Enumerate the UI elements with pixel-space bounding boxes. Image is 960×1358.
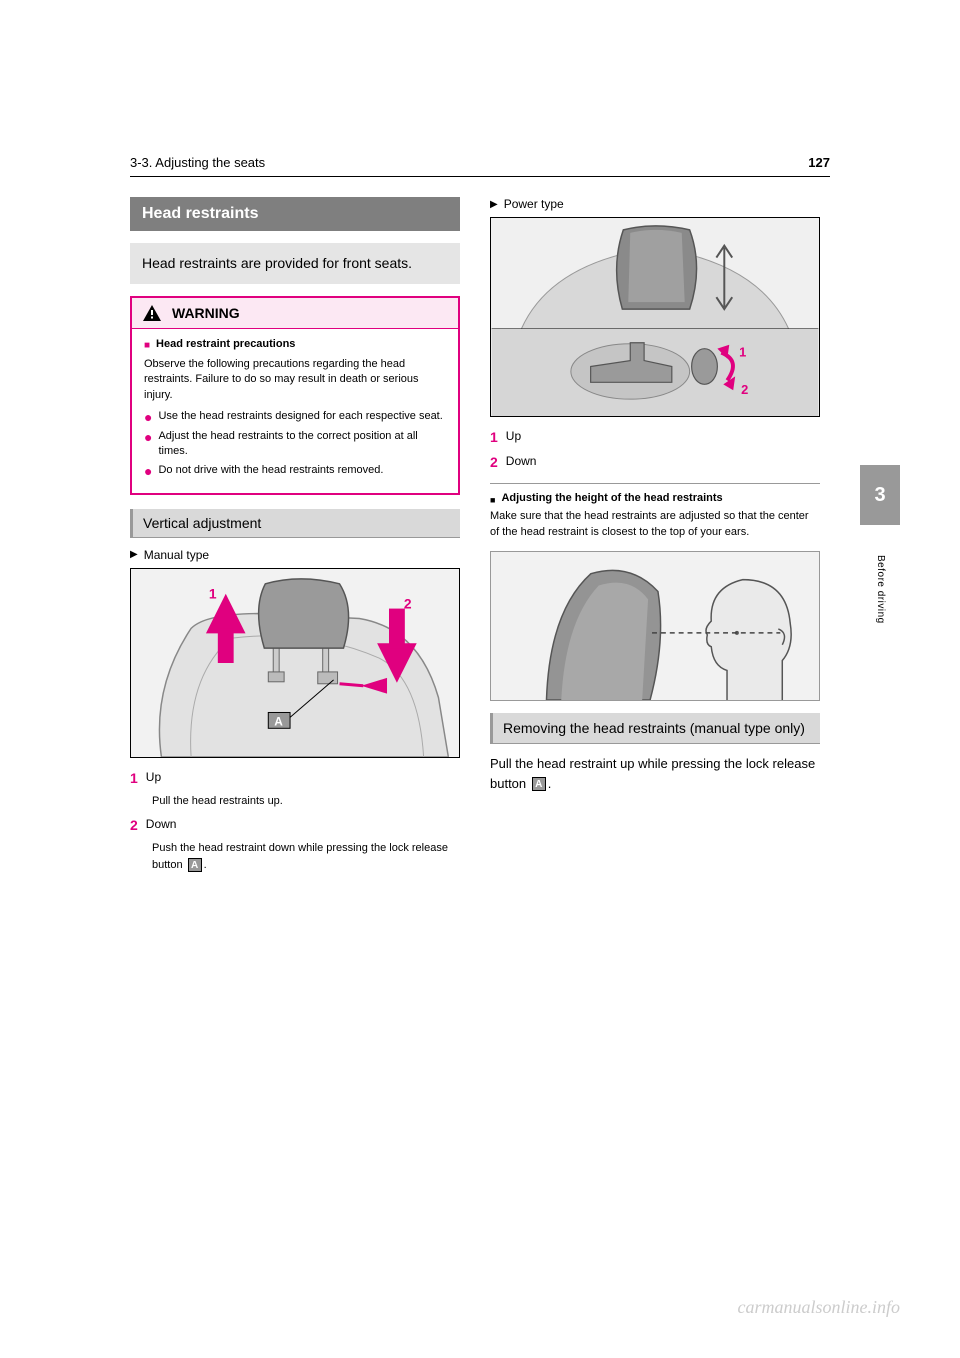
warning-box: WARNING ■ Head restraint precautions Obs… xyxy=(130,296,460,495)
fig-marker-2: 2 xyxy=(404,595,412,611)
square-bullet-icon: ■ xyxy=(490,495,495,505)
triangle-icon: ▶ xyxy=(130,549,138,560)
right-column: ▶ Power type xyxy=(490,197,820,883)
head-height-figure xyxy=(490,551,820,701)
removing-text: Pull the head restraint up while pressin… xyxy=(490,754,820,793)
page-header: 3-3. Adjusting the seats 127 xyxy=(130,155,830,177)
warning-bullet: ● Adjust the head restraints to the corr… xyxy=(144,429,446,460)
warning-bullet: ● Do not drive with the head restraints … xyxy=(144,463,446,478)
warning-bullet-text: Adjust the head restraints to the correc… xyxy=(158,429,446,460)
intro-text: Head restraints are provided for front s… xyxy=(130,243,460,284)
removing-post: . xyxy=(548,776,552,791)
step-marker-1: 1 xyxy=(130,768,138,789)
list-item: 1 Up xyxy=(490,427,820,448)
chapter-tab: 3 xyxy=(860,465,900,525)
removing-header: Removing the head restraints (manual typ… xyxy=(490,713,820,744)
section-title: Head restraints xyxy=(130,197,460,231)
power-headrest-figure: 1 2 xyxy=(490,217,820,417)
warning-lead: Observe the following precautions regard… xyxy=(144,357,446,403)
key-a-inline: A xyxy=(532,777,546,791)
variant-text: Manual type xyxy=(144,548,209,562)
fig-key-a: A xyxy=(274,714,283,728)
warning-heading: Head restraint precautions xyxy=(156,337,295,353)
footer-watermark: carmanualsonline.info xyxy=(738,1297,901,1318)
manual-headrest-figure: 1 2 A xyxy=(130,568,460,758)
adjusting-height-text: Make sure that the head restraints are a… xyxy=(490,509,820,541)
key-a-inline: A xyxy=(188,858,202,872)
chapter-number: 3 xyxy=(874,484,885,507)
manual-type-label: ▶ Manual type xyxy=(130,548,460,562)
step-2-title: Down xyxy=(146,815,177,836)
manual-headrest-svg: 1 2 A xyxy=(131,569,459,757)
page-number: 127 xyxy=(808,155,830,170)
bullet-dot-icon: ● xyxy=(144,410,152,424)
step-marker-2: 2 xyxy=(490,452,498,473)
power-step-list: 1 Up 2 Down xyxy=(490,427,820,473)
list-item: 2 Down xyxy=(130,815,460,836)
list-item: 2 Down xyxy=(490,452,820,473)
page-container: 3 Before driving 3-3. Adjusting the seat… xyxy=(130,155,830,883)
power-type-label: ▶ Power type xyxy=(490,197,820,211)
warning-heading-row: ■ Head restraint precautions xyxy=(144,337,446,353)
adjusting-height-title: Adjusting the height of the head restrai… xyxy=(501,492,722,505)
bullet-dot-icon: ● xyxy=(144,430,152,460)
chapter-side-text: Before driving xyxy=(875,555,886,624)
breadcrumb: 3-3. Adjusting the seats xyxy=(130,155,265,170)
head-height-svg xyxy=(491,552,819,700)
adjusting-height-heading: ■ Adjusting the height of the head restr… xyxy=(490,492,820,505)
variant-text: Power type xyxy=(504,197,564,211)
fig-marker-1: 1 xyxy=(739,345,746,360)
left-column: Head restraints Head restraints are prov… xyxy=(130,197,460,883)
fig-marker-2: 2 xyxy=(741,382,748,397)
list-item: 1 Up xyxy=(130,768,460,789)
warning-header: WARNING xyxy=(132,298,458,329)
power-headrest-svg: 1 2 xyxy=(491,218,819,416)
step-marker-2: 2 xyxy=(130,815,138,836)
vertical-adjustment-header: Vertical adjustment xyxy=(130,509,460,538)
warning-bullet-text: Do not drive with the head restraints re… xyxy=(158,463,383,478)
triangle-icon: ▶ xyxy=(490,199,498,210)
fig-marker-1: 1 xyxy=(209,585,217,601)
manual-step-list: 1 Up Pull the head restraints up. 2 Down… xyxy=(130,768,460,874)
warning-bullet: ● Use the head restraints designed for e… xyxy=(144,409,446,424)
content-columns: Head restraints Head restraints are prov… xyxy=(130,197,830,883)
step-marker-1: 1 xyxy=(490,427,498,448)
step-2-desc: Push the head restraint down while press… xyxy=(152,840,460,873)
warning-label: WARNING xyxy=(172,305,240,321)
step-2-post: . xyxy=(204,859,207,871)
warning-body: ■ Head restraint precautions Observe the… xyxy=(132,329,458,493)
step-1-title: Up xyxy=(506,427,521,448)
step-1-title: Up xyxy=(146,768,161,789)
divider-line xyxy=(490,483,820,484)
square-bullet-icon: ■ xyxy=(144,339,150,353)
warning-bullet-text: Use the head restraints designed for eac… xyxy=(158,409,442,424)
warning-icon xyxy=(142,304,162,322)
step-1-desc: Pull the head restraints up. xyxy=(152,793,460,810)
step-2-title: Down xyxy=(506,452,537,473)
bullet-dot-icon: ● xyxy=(144,464,152,478)
